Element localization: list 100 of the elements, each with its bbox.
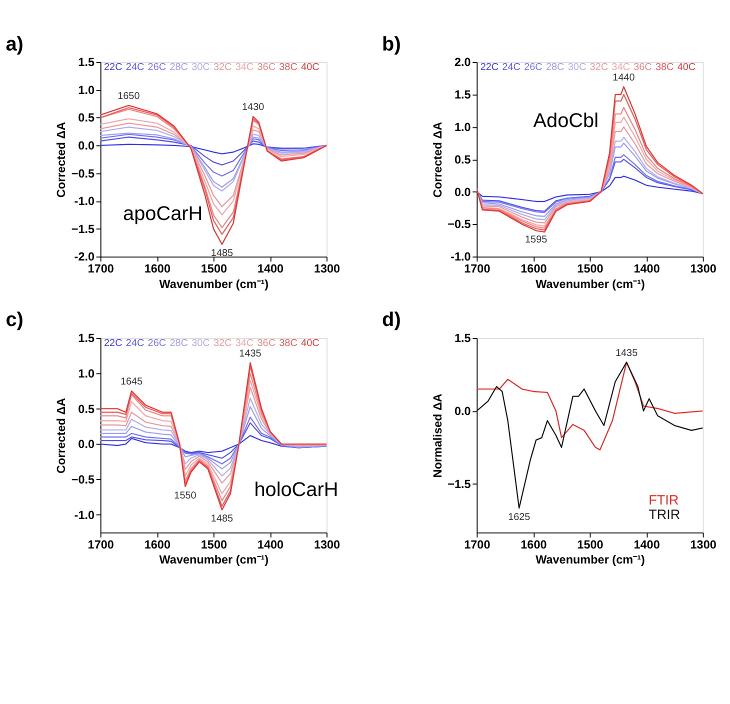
x-tick-label: 1500 (200, 262, 228, 276)
annotation: 1435 (239, 348, 262, 360)
annotation: 1650 (118, 91, 140, 102)
y-tick-label: -1.0 (450, 250, 472, 264)
x-tick-label: 1500 (577, 538, 604, 552)
y-tick-label: 2.0 (454, 56, 472, 70)
text: 32C (590, 62, 608, 74)
text: 22C (104, 338, 122, 350)
text: 28C (170, 62, 188, 74)
y-tick-label: 0.5 (78, 402, 95, 416)
text: 36C (634, 62, 652, 74)
text: 22C (480, 62, 499, 74)
y-tick-label: 1.5 (454, 332, 472, 346)
x-tick-label: 1700 (464, 538, 491, 552)
x-tick-label: 1700 (88, 262, 114, 276)
annotation: 1625 (508, 512, 531, 523)
text: AdoCbl (533, 110, 599, 132)
chart-title: c) (6, 309, 24, 332)
x-tick-label: 1400 (257, 262, 284, 276)
x-tick-label: 1700 (464, 262, 491, 276)
y-axis-title: Corrected ΔA (54, 397, 68, 474)
x-tick-label: 1300 (690, 538, 717, 552)
text: 32C (213, 62, 232, 74)
y-tick-label: 1.0 (78, 367, 95, 380)
text: 34C (612, 62, 630, 74)
annotation: 1430 (242, 102, 265, 114)
text: apoCarH (123, 203, 203, 226)
x-tick-label: 1400 (634, 262, 660, 276)
text: 28C (546, 62, 564, 74)
y-tick-label: −0.5 (71, 167, 95, 180)
y-axis-title: Corrected ΔA (431, 121, 444, 198)
text: 40C (301, 338, 320, 350)
text: FTIR (648, 492, 679, 508)
y-tick-label: −1.5 (71, 222, 95, 236)
annotation: 1550 (174, 490, 197, 502)
annotation: 1485 (210, 248, 234, 260)
y-tick-label: 0.0 (78, 438, 95, 452)
chart-title: b) (382, 33, 401, 56)
chart-title: d) (382, 309, 401, 332)
text: 38C (279, 62, 298, 74)
text: 26C (148, 62, 166, 74)
x-axis-title: Wavenumber (cm⁻¹) (159, 554, 269, 567)
y-tick-label: -2.0 (74, 250, 95, 264)
y-tick-label: 0.5 (78, 112, 95, 125)
text: TRIR (648, 506, 680, 522)
text: 40C (301, 62, 320, 74)
text: 24C (126, 338, 144, 350)
x-tick-label: 1400 (257, 538, 284, 552)
x-tick-label: 1700 (88, 538, 114, 552)
text: 26C (524, 62, 542, 74)
y-tick-label: 0.0 (78, 140, 95, 153)
y-tick-label: 1.5 (454, 88, 472, 102)
y-tick-label: -1.0 (74, 195, 95, 208)
annotation: 1485 (210, 514, 234, 525)
x-tick-label: 1500 (577, 262, 604, 276)
text: holoCarH (254, 479, 338, 502)
annotation: 1645 (120, 376, 144, 388)
y-tick-label: -1.0 (74, 508, 95, 522)
text: 30C (192, 338, 210, 350)
text: 24C (126, 62, 144, 74)
text: 40C (677, 62, 696, 74)
text: 34C (235, 338, 254, 350)
text: 30C (192, 62, 210, 74)
y-tick-label: 0.0 (454, 186, 472, 199)
text: 22C (104, 62, 122, 74)
x-tick-label: 1600 (520, 538, 548, 552)
y-axis-title: Corrected ΔA (54, 121, 68, 198)
x-tick-label: 1600 (144, 538, 171, 552)
text: 24C (502, 62, 520, 74)
x-tick-label: 1600 (520, 262, 548, 276)
x-tick-label: 1300 (314, 538, 341, 552)
text: 38C (655, 62, 674, 74)
y-tick-label: 1.5 (78, 332, 95, 346)
x-tick-label: 1500 (200, 538, 228, 552)
x-axis-title: Wavenumber (cm⁻¹) (536, 278, 645, 291)
x-tick-label: 1600 (144, 262, 171, 276)
text: 32C (213, 338, 232, 350)
y-tick-label: −0.5 (448, 218, 472, 232)
annotation: 1435 (615, 348, 638, 359)
y-tick-label: 1.0 (78, 84, 95, 97)
chart-title: a) (6, 33, 24, 56)
text: 26C (148, 338, 166, 350)
x-tick-label: 1300 (314, 262, 341, 276)
text: 30C (568, 62, 586, 74)
y-tick-label: 1.5 (78, 56, 95, 70)
x-tick-label: 1400 (634, 538, 660, 552)
text: 34C (235, 62, 254, 74)
y-tick-label: −1.5 (448, 478, 472, 491)
y-tick-label: 0.0 (454, 404, 472, 418)
x-tick-label: 1300 (690, 262, 717, 276)
text: 28C (170, 338, 188, 350)
y-tick-label: 0.5 (454, 153, 472, 166)
text: 36C (257, 62, 276, 74)
x-axis-title: Wavenumber (cm⁻¹) (159, 278, 269, 291)
annotation: 1595 (525, 234, 548, 246)
text: 38C (279, 338, 298, 350)
y-tick-label: 1.0 (454, 120, 472, 134)
y-tick-label: −0.5 (71, 474, 95, 487)
annotation: 1440 (612, 72, 636, 84)
x-axis-title: Wavenumber (cm⁻¹) (536, 554, 645, 567)
